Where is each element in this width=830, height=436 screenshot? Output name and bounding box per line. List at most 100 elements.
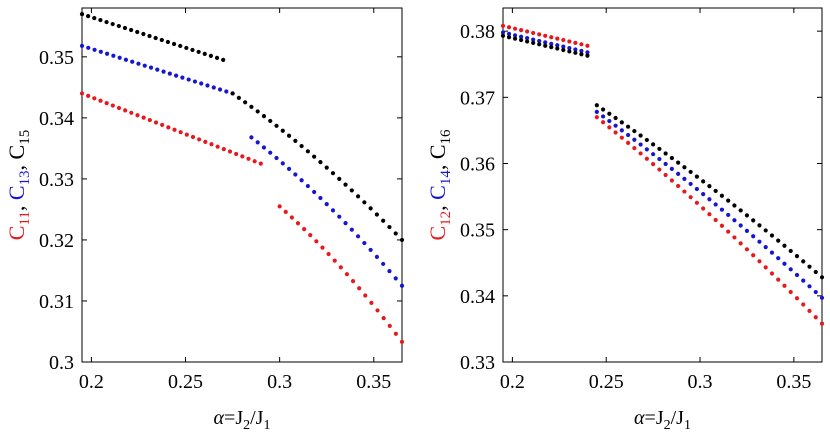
data-point xyxy=(337,214,342,219)
data-point xyxy=(369,300,374,306)
data-point xyxy=(399,237,405,243)
data-point xyxy=(573,40,578,45)
data-point xyxy=(362,200,367,205)
data-point xyxy=(726,212,731,218)
data-point xyxy=(625,132,631,138)
x-tick-label: 0.35 xyxy=(356,371,391,393)
data-point xyxy=(757,239,762,244)
data-point xyxy=(794,272,800,278)
y-tick-label: 0.33 xyxy=(460,352,495,374)
data-point xyxy=(801,278,806,283)
data-point xyxy=(368,206,373,211)
data-point xyxy=(349,227,354,232)
data-point xyxy=(79,91,85,96)
data-point xyxy=(676,171,681,176)
data-point xyxy=(203,139,208,144)
data-point xyxy=(732,203,737,208)
data-point xyxy=(525,39,530,44)
data-point xyxy=(512,33,518,38)
data-point xyxy=(368,247,373,253)
y-axis-label-part: 14 xyxy=(438,170,454,186)
data-point xyxy=(567,49,572,54)
data-point xyxy=(190,47,195,53)
data-point xyxy=(531,40,536,45)
data-point xyxy=(92,15,97,21)
data-point xyxy=(573,50,578,55)
y-tick-label: 0.37 xyxy=(460,87,495,109)
data-point xyxy=(172,127,177,132)
data-point xyxy=(555,46,560,51)
data-point xyxy=(86,45,91,50)
data-point xyxy=(268,150,273,155)
y-axis-label-part: C xyxy=(425,144,450,159)
data-point xyxy=(651,162,656,167)
data-point xyxy=(355,234,361,239)
data-point xyxy=(788,289,793,295)
data-point xyxy=(357,286,362,291)
data-point xyxy=(794,296,800,301)
data-point xyxy=(763,228,768,233)
data-point xyxy=(117,55,122,60)
y-tick-label: 0.33 xyxy=(39,169,74,191)
data-point xyxy=(215,144,220,149)
data-point xyxy=(104,101,109,106)
data-point xyxy=(135,29,140,35)
data-point xyxy=(525,29,530,34)
data-point xyxy=(701,192,706,197)
data-point xyxy=(350,279,356,284)
data-point xyxy=(694,200,700,205)
data-point xyxy=(813,269,818,275)
data-point xyxy=(166,125,171,130)
data-point xyxy=(171,41,177,47)
data-point xyxy=(644,147,649,152)
data-point xyxy=(625,124,631,129)
data-point xyxy=(619,128,624,133)
data-point xyxy=(110,21,115,27)
data-point xyxy=(776,256,781,261)
data-point xyxy=(644,156,649,161)
y-tick-label: 0.36 xyxy=(460,153,495,175)
data-point xyxy=(688,169,693,175)
data-point xyxy=(585,43,590,48)
x-tick-label: 0.2 xyxy=(500,371,525,393)
y-tick-label: 0.3 xyxy=(49,352,74,374)
data-point xyxy=(738,241,743,246)
data-point xyxy=(79,12,85,17)
data-point xyxy=(344,272,350,277)
data-point xyxy=(531,37,536,42)
y-axis-label-part: C xyxy=(4,185,29,200)
data-point xyxy=(211,85,216,90)
data-point xyxy=(713,202,718,207)
data-point xyxy=(314,239,319,244)
data-point xyxy=(255,140,260,145)
data-point xyxy=(178,43,183,49)
data-point xyxy=(682,176,687,181)
data-point xyxy=(657,156,662,162)
series-c13 xyxy=(79,43,405,288)
data-point xyxy=(500,23,506,28)
data-point xyxy=(330,171,336,176)
data-point xyxy=(651,142,656,147)
data-point xyxy=(289,215,294,220)
x-axis-label: α=J2/J1 xyxy=(634,407,691,433)
data-point xyxy=(387,268,392,274)
y-axis-label-part: , xyxy=(425,200,450,211)
data-point xyxy=(512,36,518,41)
data-point xyxy=(726,198,731,203)
data-point xyxy=(688,181,693,187)
data-point xyxy=(217,87,223,92)
data-point xyxy=(98,98,103,103)
data-point xyxy=(363,293,368,298)
data-point xyxy=(701,206,706,211)
data-point xyxy=(205,83,210,88)
data-point xyxy=(819,321,825,326)
data-point xyxy=(268,118,273,124)
data-point xyxy=(506,25,512,30)
data-point xyxy=(208,53,214,58)
data-point xyxy=(330,208,336,213)
data-point xyxy=(669,166,674,172)
data-point xyxy=(155,67,160,72)
data-point xyxy=(393,331,398,336)
data-point xyxy=(258,161,263,166)
